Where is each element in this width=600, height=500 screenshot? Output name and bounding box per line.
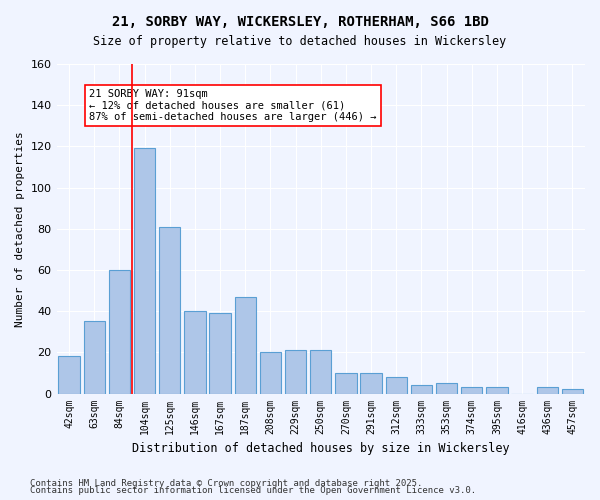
Bar [83,322,105,394]
Bar [184,311,206,394]
Text: Contains HM Land Registry data © Crown copyright and database right 2025.: Contains HM Land Registry data © Crown c… [30,478,422,488]
Text: 21, SORBY WAY, WICKERSLEY, ROTHERHAM, S66 1BD: 21, SORBY WAY, WICKERSLEY, ROTHERHAM, S6… [112,15,488,29]
Bar [285,350,307,394]
Bar [58,356,80,394]
Bar [486,388,508,394]
Bar [235,296,256,394]
Bar [109,270,130,394]
Bar [562,390,583,394]
Bar [361,373,382,394]
Bar [436,384,457,394]
Bar [536,388,558,394]
Bar [209,313,231,394]
Bar [134,148,155,394]
Bar [386,377,407,394]
Bar [260,352,281,394]
Y-axis label: Number of detached properties: Number of detached properties [15,131,25,326]
Bar [310,350,331,394]
Bar [335,373,356,394]
Bar [461,388,482,394]
Text: Size of property relative to detached houses in Wickersley: Size of property relative to detached ho… [94,35,506,48]
Bar [411,386,432,394]
Bar [159,226,181,394]
X-axis label: Distribution of detached houses by size in Wickersley: Distribution of detached houses by size … [132,442,509,455]
Text: 21 SORBY WAY: 91sqm
← 12% of detached houses are smaller (61)
87% of semi-detach: 21 SORBY WAY: 91sqm ← 12% of detached ho… [89,88,377,122]
Text: Contains public sector information licensed under the Open Government Licence v3: Contains public sector information licen… [30,486,476,495]
